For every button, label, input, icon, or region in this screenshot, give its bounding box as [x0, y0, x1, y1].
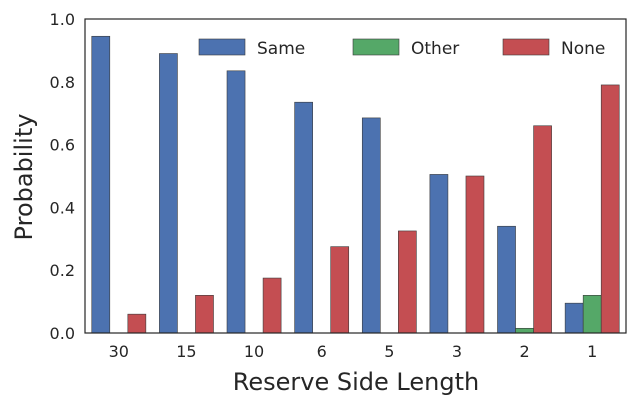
- x-tick-label: 2: [519, 342, 529, 361]
- bar-other-1: [582, 295, 602, 334]
- bar-none-2: [533, 125, 552, 334]
- legend-swatch: [352, 38, 400, 56]
- plot-frame: [84, 18, 627, 334]
- bar-none-3: [465, 175, 485, 334]
- bar-same-10: [226, 70, 246, 334]
- y-tick-label: 1.0: [50, 10, 75, 29]
- y-tick-label: 0.8: [50, 73, 75, 92]
- y-axis-title: Probability: [10, 114, 38, 241]
- bar-none-1: [600, 84, 620, 334]
- bar-same-6: [294, 101, 313, 334]
- bar-same-1: [564, 302, 584, 334]
- x-tick-label: 10: [244, 342, 264, 361]
- legend-label: Other: [411, 39, 459, 59]
- y-tick-label: 0.4: [50, 198, 75, 217]
- bar-none-10: [262, 277, 282, 334]
- bar-same-2: [497, 225, 516, 334]
- x-axis-title: Reserve Side Length: [233, 368, 479, 396]
- bar-none-15: [195, 295, 214, 334]
- legend-entry-other: Other: [352, 38, 459, 59]
- y-tick-label: 0.0: [50, 324, 75, 343]
- bar-none-30: [127, 313, 147, 334]
- bar-none-6: [330, 246, 350, 334]
- bar-other-2: [515, 327, 534, 334]
- legend-label: None: [561, 39, 605, 59]
- legend-swatch: [502, 38, 550, 56]
- bar-same-30: [91, 35, 111, 334]
- legend-entry-same: Same: [198, 38, 305, 59]
- bar-same-15: [159, 53, 178, 334]
- bar-none-5: [398, 230, 417, 334]
- legend: Same Other None: [198, 38, 605, 59]
- legend-swatch: [198, 38, 246, 56]
- legend-label: Same: [257, 39, 305, 59]
- x-tick-label: 15: [176, 342, 196, 361]
- y-tick-label: 0.2: [50, 261, 75, 280]
- x-tick-label: 6: [317, 342, 327, 361]
- bar-same-3: [429, 174, 449, 334]
- x-tick-label: 3: [452, 342, 462, 361]
- x-tick-label: 30: [109, 342, 129, 361]
- x-tick-label: 1: [587, 342, 597, 361]
- y-tick-label: 0.6: [50, 136, 75, 155]
- legend-entry-none: None: [502, 38, 605, 59]
- x-tick-label: 5: [384, 342, 394, 361]
- bar-same-5: [361, 117, 381, 334]
